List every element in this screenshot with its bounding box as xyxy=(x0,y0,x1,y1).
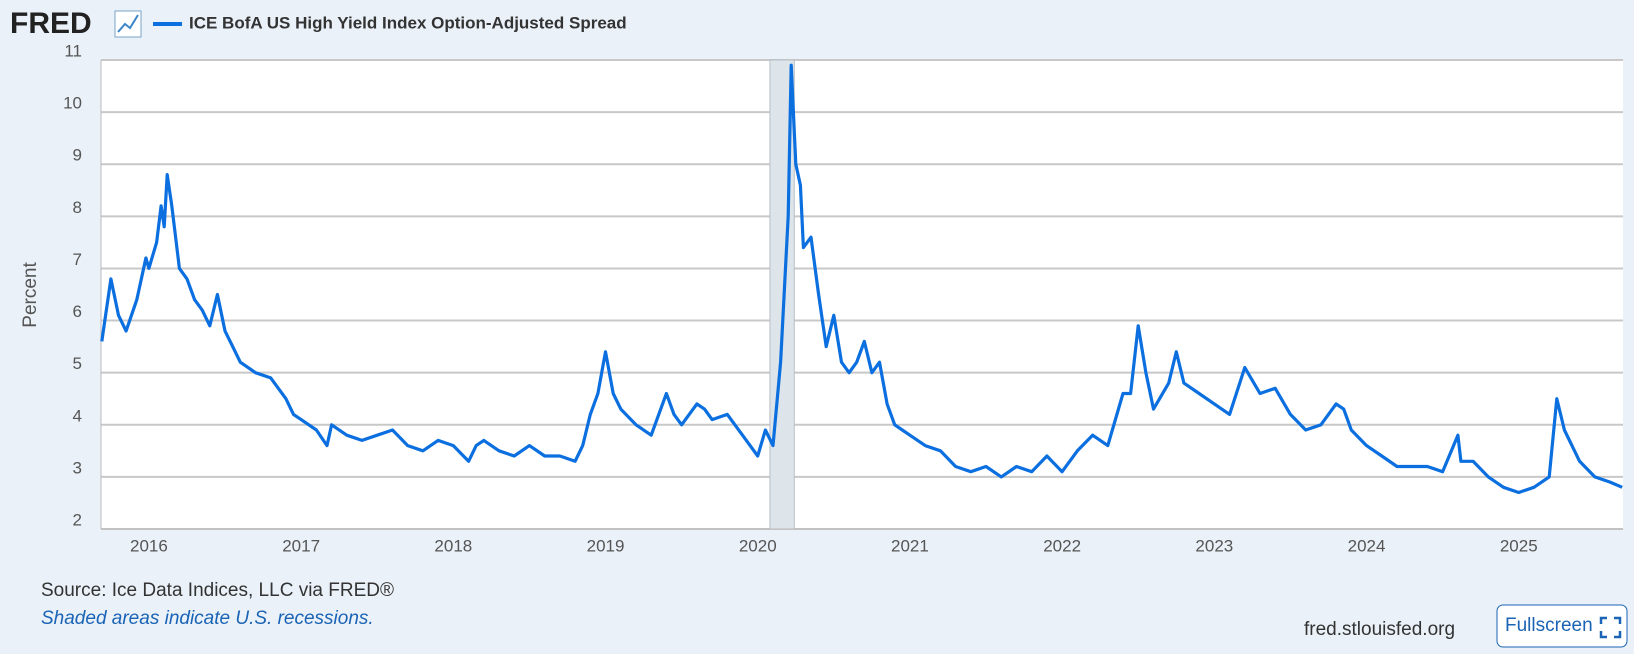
note: Shaded areas indicate U.S. recessions. xyxy=(41,608,374,629)
x-tick-label: 2019 xyxy=(587,536,625,555)
y-tick-label: 11 xyxy=(64,41,82,60)
x-tick-label: 2022 xyxy=(1043,536,1081,555)
x-tick-label: 2021 xyxy=(891,536,929,555)
site-link[interactable]: fred.stlouisfed.org xyxy=(1304,619,1455,640)
series-line xyxy=(100,63,1623,495)
fullscreen-button[interactable]: Fullscreen xyxy=(1496,604,1628,648)
y-tick-label: 3 xyxy=(73,458,82,477)
logo: FRED xyxy=(10,7,92,40)
x-tick-label: 2024 xyxy=(1348,536,1386,555)
plot-area xyxy=(101,60,1623,529)
y-tick-label: 8 xyxy=(73,198,82,217)
button-label[interactable]: Fullscreen xyxy=(1505,615,1593,636)
x-tick-label: 2023 xyxy=(1195,536,1233,555)
x-tick-label: 2020 xyxy=(739,536,777,555)
x-tick-label: 2017 xyxy=(282,536,320,555)
x-tick-label: 2025 xyxy=(1500,536,1538,555)
y-tick-label: 10 xyxy=(63,94,82,113)
logo-icon xyxy=(114,10,142,38)
y-axis-label: Percent xyxy=(20,262,41,328)
x-tick-label: 2018 xyxy=(434,536,472,555)
legend-label: ICE BofA US High Yield Index Option-Adju… xyxy=(189,13,627,32)
y-tick-label: 5 xyxy=(73,354,82,373)
y-tick-label: 4 xyxy=(73,406,82,425)
y-tick-label: 7 xyxy=(73,250,82,269)
y-tick-label: 9 xyxy=(73,146,82,165)
y-tick-label: 6 xyxy=(73,302,82,321)
y-tick-label: 2 xyxy=(73,510,82,529)
source: Source: Ice Data Indices, LLC via FRED® xyxy=(41,580,394,601)
x-tick-label: 2016 xyxy=(130,536,168,555)
